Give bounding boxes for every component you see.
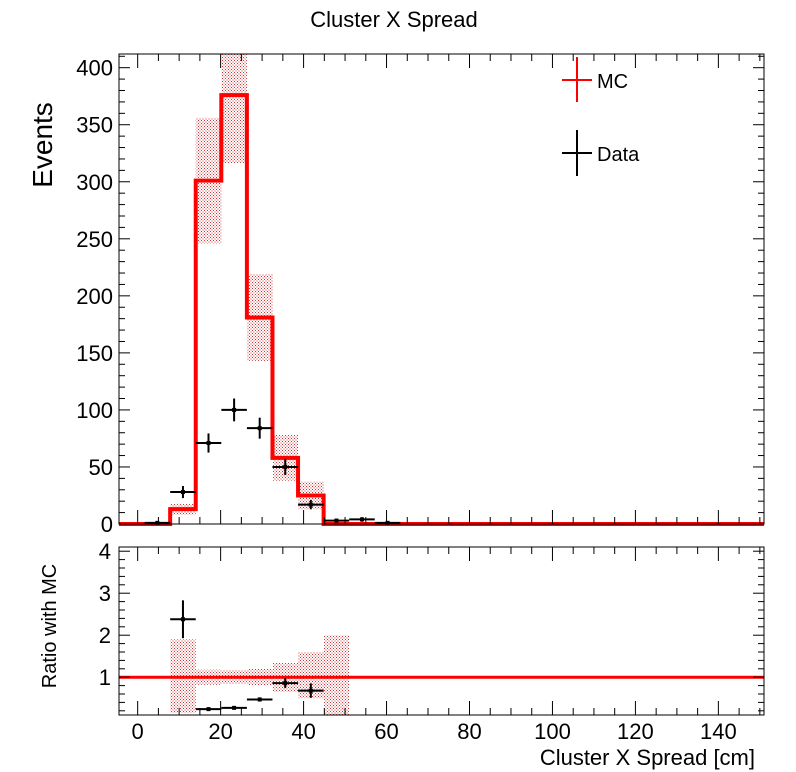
ratio-point-marker	[232, 705, 237, 710]
data-point-marker	[308, 502, 313, 507]
ratio-y-tick-label: 1	[99, 665, 111, 690]
data-point-marker	[359, 517, 364, 522]
ratio-point-marker	[283, 681, 288, 686]
main-y-tick-label: 100	[76, 398, 113, 423]
x-tick-label: 100	[534, 719, 571, 744]
data-point-marker	[385, 520, 390, 525]
x-tick-label: 40	[291, 719, 315, 744]
legend-entry-data: Data	[562, 130, 640, 176]
x-tick-label: 60	[374, 719, 398, 744]
x-tick-label: 140	[700, 719, 737, 744]
mc-error-band-bin	[221, 54, 247, 164]
data-point-marker	[257, 426, 262, 431]
ratio-y-axis-label: Ratio with MC	[39, 564, 61, 688]
chart-title: Cluster X Spread	[310, 7, 478, 32]
main-y-tick-label: 400	[76, 56, 113, 81]
data-point-marker	[232, 407, 237, 412]
main-y-tick-label: 300	[76, 170, 113, 195]
main-plot-panel: 0 50 100 150 200 250 300 350 400 Events MC Data	[27, 53, 765, 537]
main-y-tick-label: 150	[76, 341, 113, 366]
ratio-plot-frame	[118, 546, 765, 716]
data-point-marker	[180, 490, 185, 495]
main-y-tick-label: 0	[101, 512, 113, 537]
ratio-point-marker	[206, 707, 211, 712]
data-point-marker	[206, 441, 211, 446]
legend: MC Data	[562, 57, 640, 176]
main-y-tick-label: 250	[76, 227, 113, 252]
ratio-point-marker	[308, 688, 313, 693]
main-plot-frame	[118, 53, 765, 525]
data-point-marker	[334, 518, 339, 523]
legend-entry-mc: MC	[562, 57, 628, 102]
data-points-group	[144, 398, 401, 525]
ratio-y-tick-label: 4	[99, 539, 111, 564]
main-y-tick-label: 350	[76, 113, 113, 138]
x-tick-label: 20	[208, 719, 232, 744]
ratio-y-axis: 1 2 3 4	[99, 539, 764, 712]
ratio-plot-panel: 1 2 3 4 0 20 40 60 80 100 120 140 Ratio with MC Cl…	[39, 539, 765, 770]
ratio-x-axis: 0 20 40 60 80 100 120 140	[132, 547, 761, 744]
ratio-point-marker	[180, 617, 185, 622]
ratio-y-tick-label: 3	[99, 581, 111, 606]
main-y-axis-label: Events	[27, 102, 58, 188]
x-axis-label: Cluster X Spread [cm]	[540, 745, 755, 770]
main-y-tick-label: 50	[89, 455, 113, 480]
ratio-error-band-bin	[323, 635, 350, 715]
ratio-data-points-group	[170, 600, 324, 712]
ratio-mc-error-band-group	[170, 635, 350, 715]
data-point-marker	[155, 520, 160, 525]
main-y-tick-label: 200	[76, 284, 113, 309]
x-tick-label: 0	[132, 719, 144, 744]
ratio-y-tick-label: 2	[99, 623, 111, 648]
x-tick-label: 80	[457, 719, 481, 744]
legend-data-label: Data	[597, 144, 640, 166]
legend-mc-label: MC	[597, 71, 628, 93]
x-tick-label: 120	[617, 719, 654, 744]
ratio-point-marker	[257, 697, 262, 702]
main-x-axis	[137, 54, 761, 524]
main-y-axis: 0 50 100 150 200 250 300 350 400	[76, 56, 764, 537]
data-point-marker	[283, 464, 288, 469]
